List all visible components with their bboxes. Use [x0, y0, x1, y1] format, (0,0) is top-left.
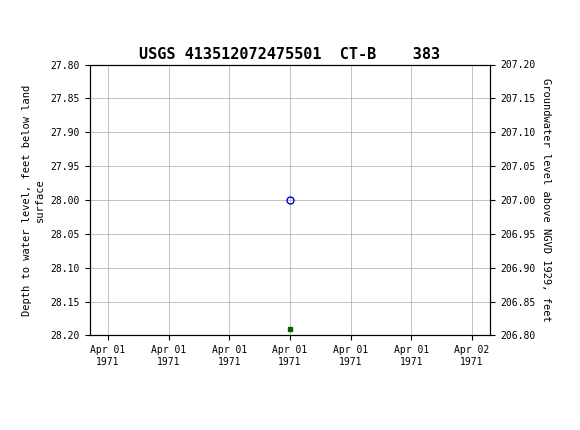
- Text: USGS 413512072475501  CT-B    383: USGS 413512072475501 CT-B 383: [139, 47, 441, 62]
- Y-axis label: Depth to water level, feet below land
surface: Depth to water level, feet below land su…: [22, 84, 45, 316]
- Text: ≈USGS: ≈USGS: [3, 10, 79, 29]
- Y-axis label: Groundwater level above NGVD 1929, feet: Groundwater level above NGVD 1929, feet: [541, 78, 550, 322]
